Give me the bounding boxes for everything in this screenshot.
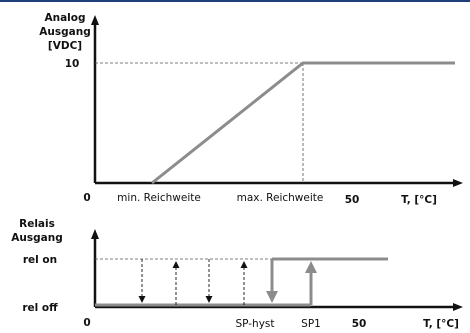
analog-output-curve <box>151 61 455 185</box>
top-y-label-line1: Analog <box>44 12 85 24</box>
rel-on-label: rel on <box>23 254 57 266</box>
analog-output-chart: Analog Ausgang [VDC] 10 0 min. Reichweit… <box>39 12 463 206</box>
bottom-x-axis-label: T, [°C] <box>423 318 459 330</box>
top-x-axis-label: T, [°C] <box>401 194 437 206</box>
top-y-tick-10: 10 <box>65 58 80 70</box>
top-y-label-line2: Ausgang <box>39 26 90 38</box>
bottom-x-tick-50: 50 <box>352 318 367 330</box>
bottom-origin-label: 0 <box>83 317 90 329</box>
bottom-y-label-line1: Relais <box>19 218 55 230</box>
top-x-max-range-label: max. Reichweite <box>237 192 324 204</box>
bottom-y-label-line2: Ausgang <box>11 232 62 244</box>
sp-hyst-label: SP-hyst <box>235 318 274 330</box>
sp1-label: SP1 <box>301 318 321 330</box>
top-x-min-range-label: min. Reichweite <box>117 192 201 204</box>
top-x-tick-50: 50 <box>345 194 360 206</box>
top-origin-label: 0 <box>83 192 90 204</box>
top-accent-bar <box>0 0 470 2</box>
rel-off-label: rel off <box>22 302 58 314</box>
relay-output-chart: Relais Ausgang rel on rel off 0 SP-hyst … <box>11 218 463 330</box>
top-y-label-line3: [VDC] <box>48 40 82 52</box>
